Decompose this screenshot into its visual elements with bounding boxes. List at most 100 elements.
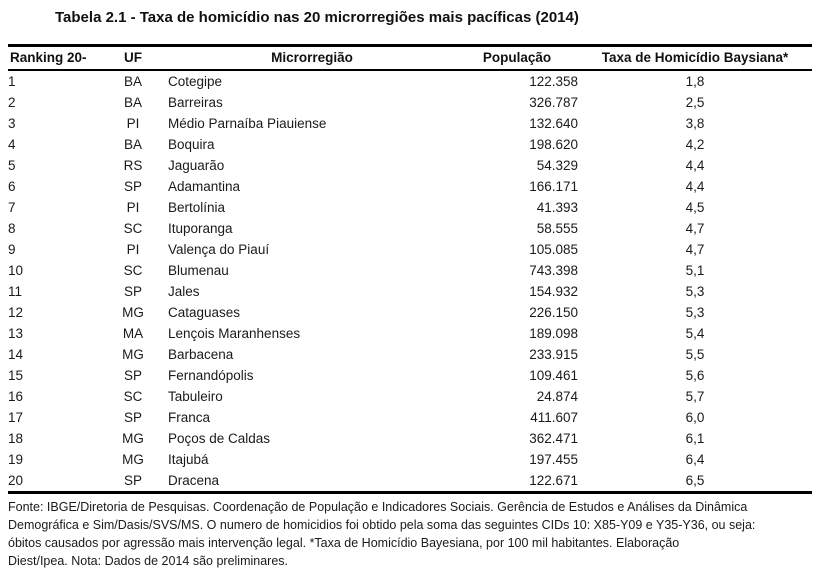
cell-microrregiao: Cataguases [168,305,241,320]
cell-populacao: 326.787 [529,95,578,110]
cell-microrregiao: Jales [168,284,200,299]
document-page: Tabela 2.1 - Taxa de homicídio nas 20 mi… [0,9,839,581]
source-notes: Fonte: IBGE/Diretoria de Pesquisas. Coor… [8,498,820,570]
cell-microrregiao: Dracena [168,473,220,488]
cell-taxa: 1,8 [685,74,705,89]
cell-populacao: 226.150 [529,305,578,320]
cell-ranking: 9 [8,242,16,257]
cell-microrregiao: Bertolínia [168,200,226,215]
cell-ranking: 17 [8,410,24,425]
cell-ranking: 16 [8,389,24,404]
cell-taxa: 4,7 [685,221,705,236]
cell-microrregiao: Tabuleiro [168,389,223,404]
table-row: 10 SC Blumenau 743.398 5,1 [8,260,812,281]
cell-microrregiao: Lençois Maranhenses [168,326,301,341]
table-title: Tabela 2.1 - Taxa de homicídio nas 20 mi… [55,9,579,26]
table-row: 19 MG Itajubá 197.455 6,4 [8,449,812,470]
table-row: 2 BA Barreiras 326.787 2,5 [8,92,812,113]
cell-ranking: 8 [8,221,16,236]
table-row: 12 MG Cataguases 226.150 5,3 [8,302,812,323]
cell-ranking: 11 [8,284,23,299]
table-row: 11 SP Jales 154.932 5,3 [8,281,812,302]
cell-uf: SC [123,221,143,236]
cell-populacao: 122.358 [529,74,578,89]
cell-microrregiao: Barreiras [168,95,223,110]
table-row: 15 SP Fernandópolis 109.461 5,6 [8,365,812,386]
table-row: 9 PI Valença do Piauí 105.085 4,7 [8,239,812,260]
cell-uf: MG [122,452,144,467]
cell-ranking: 5 [8,158,16,173]
cell-taxa: 6,5 [685,473,705,488]
cell-taxa: 3,8 [685,116,705,131]
cell-populacao: 743.398 [529,263,578,278]
cell-uf: SP [123,410,142,425]
cell-ranking: 18 [8,431,24,446]
table-row: 7 PI Bertolínia 41.393 4,5 [8,197,812,218]
cell-uf: MG [122,305,144,320]
table-row: 3 PI Médio Parnaíba Piauiense 132.640 3,… [8,113,812,134]
cell-taxa: 4,4 [685,158,705,173]
cell-uf: SP [123,179,142,194]
footnote-line: Diest/Ipea. Nota: Dados de 2014 são prel… [8,554,289,568]
cell-uf: PI [126,200,140,215]
footnote-line: Fonte: IBGE/Diretoria de Pesquisas. Coor… [8,500,748,514]
cell-populacao: 132.640 [529,116,578,131]
cell-uf: BA [123,74,142,89]
footnote-line: óbitos causados por agressão mais interv… [8,536,680,550]
cell-microrregiao: Blumenau [168,263,229,278]
table-row: 16 SC Tabuleiro 24.874 5,7 [8,386,812,407]
cell-populacao: 362.471 [529,431,578,446]
cell-ranking: 2 [8,95,16,110]
cell-taxa: 4,2 [685,137,705,152]
table-row: 1 BA Cotegipe 122.358 1,8 [8,70,812,92]
cell-uf: BA [123,95,142,110]
table-row: 5 RS Jaguarão 54.329 4,4 [8,155,812,176]
header-row: Ranking 20- UF Microrregião População Ta… [8,45,812,71]
cell-populacao: 411.607 [530,410,578,425]
table-row: 8 SC Ituporanga 58.555 4,7 [8,218,812,239]
cell-microrregiao: Boquira [168,137,215,152]
cell-populacao: 58.555 [536,221,578,236]
cell-taxa: 6,4 [685,452,705,467]
column-header-taxa: Taxa de Homicídio Baysiana* [578,45,812,71]
cell-populacao: 54.329 [536,158,578,173]
cell-microrregiao: Itajubá [168,452,209,467]
cell-uf: RS [123,158,143,173]
cell-uf: SP [123,284,142,299]
cell-ranking: 14 [8,347,24,362]
cell-ranking: 4 [8,137,16,152]
footnote-line: Demográfica e Sim/Dasis/SVS/MS. O numero… [8,518,756,532]
cell-taxa: 5,6 [685,368,705,383]
cell-ranking: 19 [8,452,24,467]
cell-populacao: 233.915 [529,347,578,362]
cell-taxa: 5,1 [685,263,705,278]
cell-microrregiao: Fernandópolis [168,368,254,383]
cell-uf: SC [123,389,143,404]
cell-populacao: 41.393 [536,200,578,215]
cell-ranking: 3 [8,116,16,131]
cell-uf: MA [122,326,144,341]
table-body: 1 BA Cotegipe 122.358 1,8 2 BA Barreiras… [8,70,812,493]
cell-microrregiao: Cotegipe [168,74,223,89]
cell-taxa: 6,0 [685,410,705,425]
cell-populacao: 189.098 [529,326,578,341]
cell-taxa: 5,4 [685,326,705,341]
cell-uf: SP [123,473,142,488]
table-row: 18 MG Poços de Caldas 362.471 6,1 [8,428,812,449]
cell-microrregiao: Valença do Piauí [168,242,270,257]
table-row: 13 MA Lençois Maranhenses 189.098 5,4 [8,323,812,344]
cell-microrregiao: Adamantina [168,179,241,194]
cell-populacao: 109.461 [529,368,578,383]
cell-ranking: 15 [8,368,24,383]
cell-microrregiao: Poços de Caldas [168,431,271,446]
table-row: 17 SP Franca 411.607 6,0 [8,407,812,428]
column-header-ranking: Ranking 20- [8,45,98,71]
cell-ranking: 6 [8,179,16,194]
cell-ranking: 7 [8,200,16,215]
cell-uf: MG [122,431,144,446]
column-header-populacao: População [456,45,578,71]
table-header: Ranking 20- UF Microrregião População Ta… [8,45,812,71]
homicide-rate-table: Ranking 20- UF Microrregião População Ta… [8,44,812,494]
table-row: 6 SP Adamantina 166.171 4,4 [8,176,812,197]
cell-microrregiao: Jaguarão [168,158,225,173]
